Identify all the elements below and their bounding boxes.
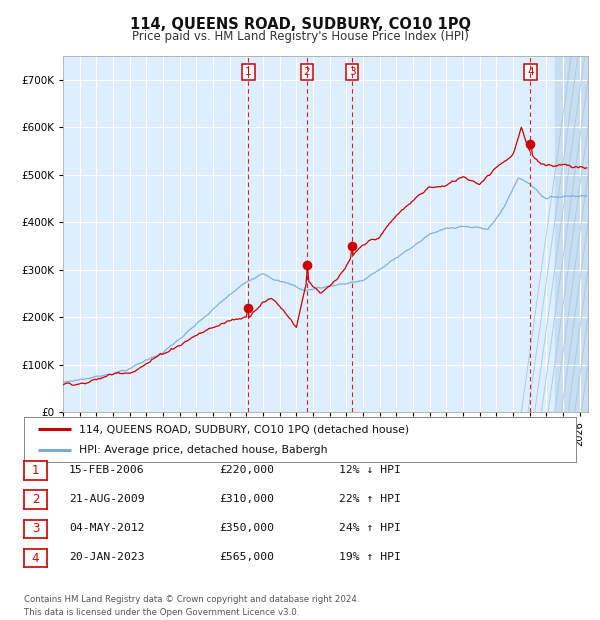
Text: 21-AUG-2009: 21-AUG-2009 [69,494,145,504]
Text: 114, QUEENS ROAD, SUDBURY, CO10 1PQ: 114, QUEENS ROAD, SUDBURY, CO10 1PQ [130,17,470,32]
Bar [554,56,588,412]
Text: 1: 1 [32,464,39,477]
Text: 15-FEB-2006: 15-FEB-2006 [69,465,145,475]
Text: £310,000: £310,000 [219,494,274,504]
Text: £565,000: £565,000 [219,552,274,562]
Text: 114, QUEENS ROAD, SUDBURY, CO10 1PQ (detached house): 114, QUEENS ROAD, SUDBURY, CO10 1PQ (det… [79,424,409,435]
Text: 12% ↓ HPI: 12% ↓ HPI [339,465,401,475]
Text: 22% ↑ HPI: 22% ↑ HPI [339,494,401,504]
Text: 4: 4 [527,67,534,77]
Text: HPI: Average price, detached house, Babergh: HPI: Average price, detached house, Babe… [79,445,328,455]
Text: Price paid vs. HM Land Registry's House Price Index (HPI): Price paid vs. HM Land Registry's House … [131,30,469,43]
Text: £220,000: £220,000 [219,465,274,475]
Text: 2: 2 [304,67,310,77]
Text: 4: 4 [32,552,39,564]
Text: Contains HM Land Registry data © Crown copyright and database right 2024.
This d: Contains HM Land Registry data © Crown c… [24,595,359,617]
Text: 04-MAY-2012: 04-MAY-2012 [69,523,145,533]
Text: 19% ↑ HPI: 19% ↑ HPI [339,552,401,562]
Text: 3: 3 [349,67,355,77]
Text: 1: 1 [245,67,251,77]
Text: 3: 3 [32,523,39,535]
Text: £350,000: £350,000 [219,523,274,533]
Text: 20-JAN-2023: 20-JAN-2023 [69,552,145,562]
Text: 2: 2 [32,494,39,506]
Text: 24% ↑ HPI: 24% ↑ HPI [339,523,401,533]
